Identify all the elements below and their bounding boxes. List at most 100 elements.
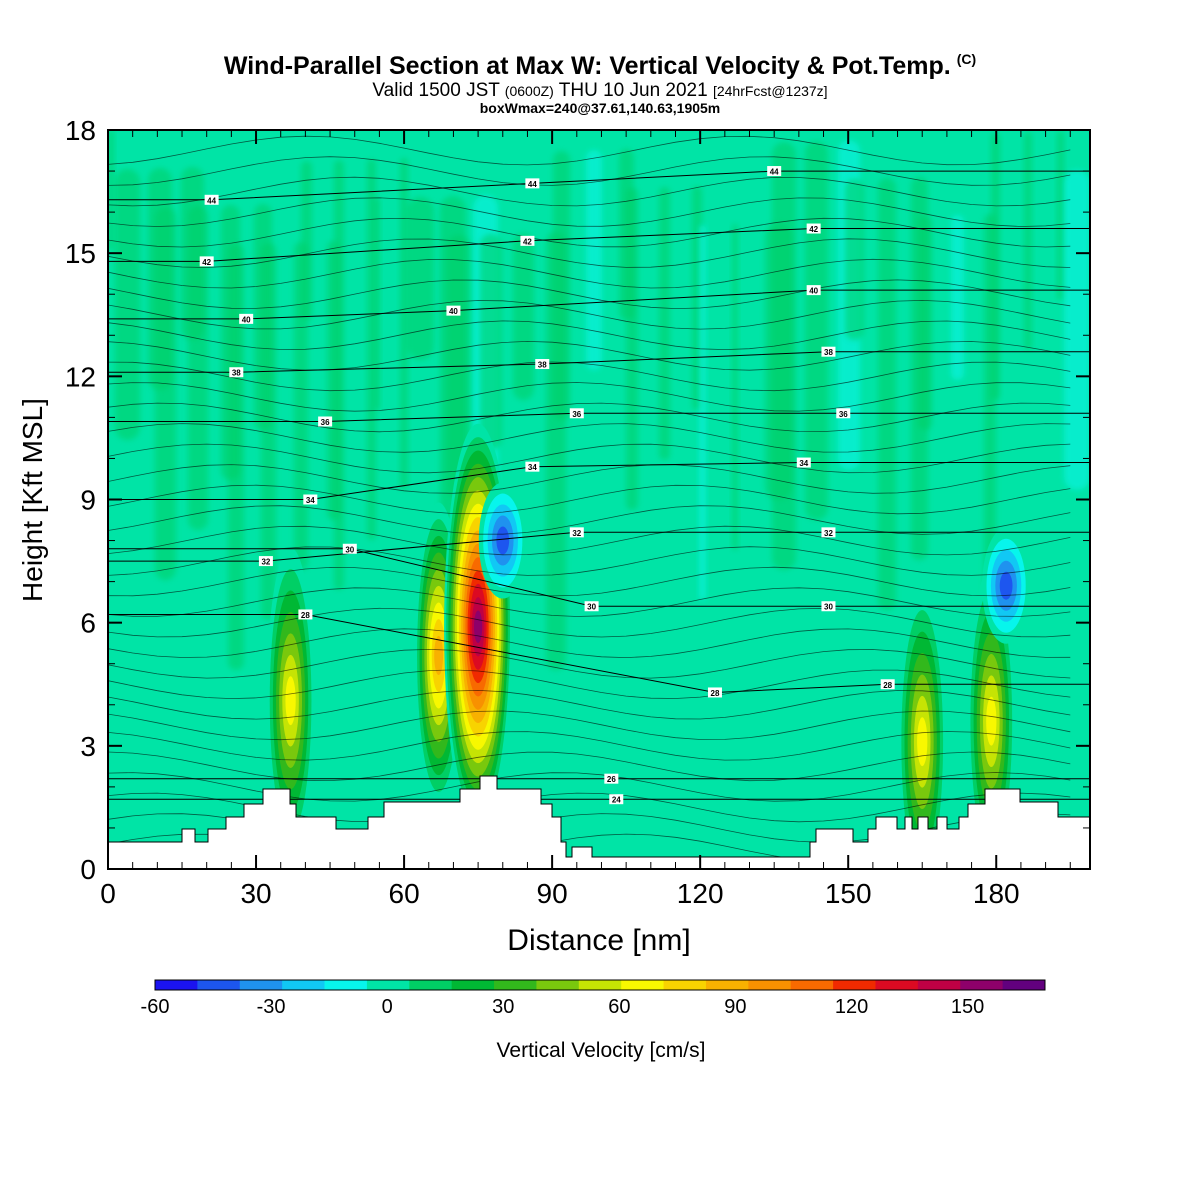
theta-label: 38	[232, 369, 241, 378]
x-tick-label: 180	[973, 878, 1020, 909]
colorbar-tick-label: 0	[382, 996, 393, 1018]
field-streak	[1064, 170, 1090, 490]
theta-contour-minor	[108, 258, 1071, 289]
theta-contour-minor	[108, 669, 1071, 700]
field-streak	[553, 151, 570, 420]
theta-label-box	[836, 408, 851, 419]
y-tick-label: 18	[65, 115, 96, 146]
theta-label: 30	[824, 603, 833, 612]
chart-header: Wind-Parallel Section at Max W: Vertical…	[0, 44, 1200, 115]
theta-label: 30	[587, 603, 596, 612]
colorbar-tick-label: 90	[724, 996, 746, 1018]
theta-label-box	[584, 601, 599, 612]
colorbar-swatch	[536, 980, 580, 990]
valid-utc: (0600Z)	[504, 83, 554, 99]
theta-label: 30	[345, 545, 354, 554]
velocity-core-band	[285, 676, 296, 726]
theta-label-box	[204, 194, 219, 205]
theta-label: 40	[449, 307, 458, 316]
field-streak	[1057, 131, 1064, 300]
y-tick-label: 3	[80, 731, 96, 762]
theta-contour-minor	[108, 279, 1071, 310]
colorbar-swatch	[282, 980, 326, 990]
theta-label: 44	[770, 168, 779, 177]
field-streak	[878, 178, 896, 610]
theta-label: 38	[824, 348, 833, 357]
colorbar-tick-label: 30	[492, 996, 514, 1018]
velocity-core-band	[473, 610, 483, 644]
y-axis-label: Height [Kft MSL]	[17, 398, 48, 602]
theta-contour-minor	[108, 217, 1071, 248]
theta-contour-minor	[108, 648, 1071, 679]
theta-label: 36	[321, 418, 330, 427]
colorbar-label: Vertical Velocity [cm/s]	[497, 1039, 706, 1062]
colorbar-tick-label: 60	[608, 996, 630, 1018]
field-streak	[188, 206, 208, 530]
colorbar-swatch	[197, 980, 241, 990]
terrain-mask	[108, 775, 1090, 869]
colorbar-swatch	[578, 980, 622, 990]
theta-contour-minor	[108, 176, 1071, 207]
theta-label: 32	[824, 529, 833, 538]
theta-label-box	[446, 305, 461, 316]
theta-label-box	[604, 773, 619, 784]
theta-labels: 44 44 44 42 42 42 40 40 40 38 38 38 36 36 36 34 34 34 32 32…	[199, 166, 895, 805]
theta-contour-minor	[108, 587, 1071, 617]
theta-label: 26	[607, 775, 616, 784]
field-streak	[659, 187, 670, 460]
copyright-mark: (C)	[956, 51, 977, 67]
x-tick-label: 120	[677, 878, 724, 909]
theta-label-box	[525, 461, 540, 472]
y-tick-label: 0	[80, 854, 96, 885]
colorbar-swatch	[621, 980, 665, 990]
colorbar-swatch	[790, 980, 834, 990]
theta-label-box	[229, 367, 244, 378]
theta-label-box	[298, 609, 313, 620]
theta-label-box	[796, 457, 811, 468]
theta-label: 38	[538, 361, 547, 370]
theta-label: 28	[711, 689, 720, 698]
colorbar-swatch	[324, 980, 368, 990]
field-streak	[1024, 132, 1032, 350]
theta-contour-minor	[108, 689, 1071, 720]
colorbar-frame	[154, 979, 1046, 991]
field-streak	[374, 198, 380, 410]
theta-label-box	[707, 687, 722, 698]
theta-label-box	[318, 416, 333, 427]
colorbar-swatch	[366, 980, 410, 990]
theta-label-box	[535, 359, 550, 370]
theta-contour-minor	[108, 423, 1071, 453]
velocity-core-band	[917, 717, 928, 767]
theta-label-box	[525, 178, 540, 189]
valid-date: THU 10 Jun 2021	[558, 80, 708, 101]
theta-contour-minor	[108, 340, 1071, 371]
theta-label: 32	[261, 558, 270, 567]
box-info: boxWmax=240@37.61,140.63,1905m	[479, 100, 721, 116]
colorbar-swatch	[875, 980, 919, 990]
theta-label-box	[569, 408, 584, 419]
theta-contour-minor	[108, 751, 1071, 782]
field-streak	[367, 159, 376, 540]
theta-label: 40	[242, 315, 251, 324]
theta-contour-minor	[108, 299, 1071, 330]
x-tick-label: 150	[825, 878, 872, 909]
field-streak	[228, 244, 244, 670]
y-tick-label: 9	[80, 485, 96, 516]
theta-label-box	[609, 794, 624, 805]
field-streak	[108, 130, 114, 250]
theta-label-box	[199, 256, 214, 267]
forecast-info: [24hrFcst@1237z]	[712, 83, 828, 99]
theta-contour-minor	[108, 464, 1071, 494]
theta-label-box	[569, 527, 584, 538]
colorbar-swatch	[409, 980, 453, 990]
theta-label: 24	[612, 796, 621, 805]
field-streak	[480, 234, 502, 450]
theta-contour-minor	[108, 546, 1071, 576]
field-streak	[951, 215, 964, 380]
theta-label-box	[806, 285, 821, 296]
field-streak	[845, 179, 864, 340]
theta-label-box	[520, 235, 535, 246]
x-tick-label: 60	[389, 878, 420, 909]
colorbar-swatch	[494, 980, 537, 990]
